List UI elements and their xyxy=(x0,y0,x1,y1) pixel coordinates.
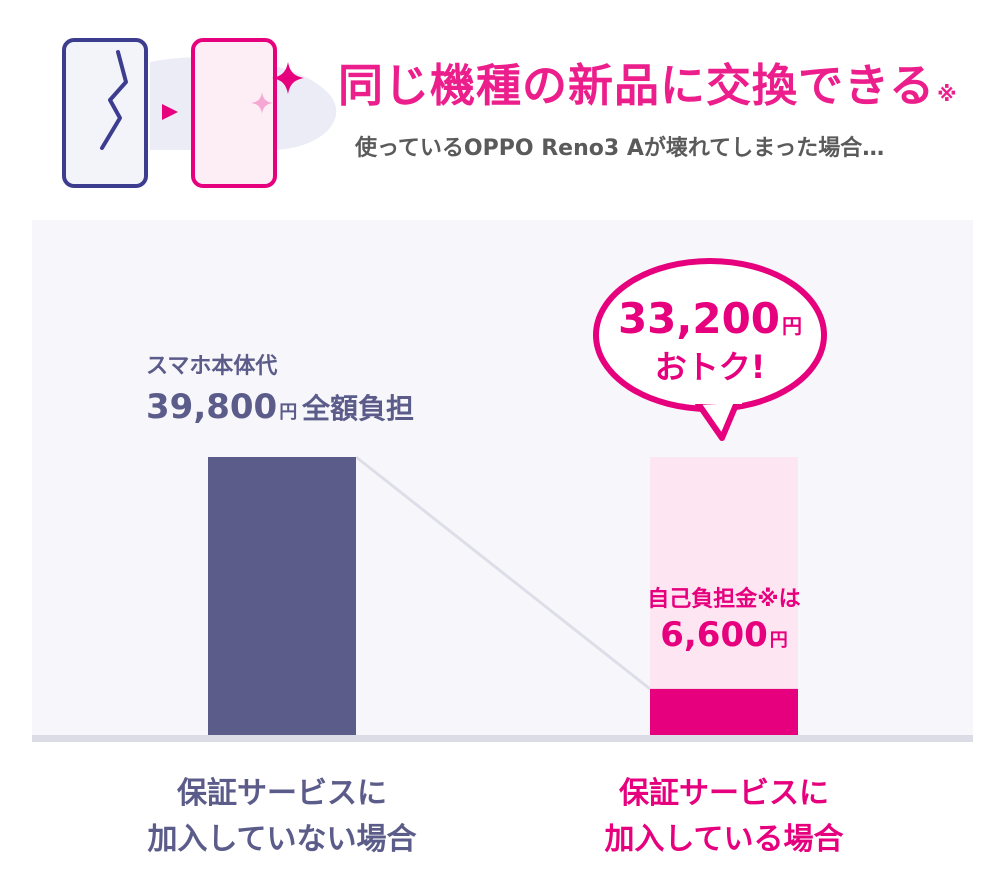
hero-section: 同じ機種の新品に交換できる ※ 使っているOPPO Reno3 Aが壊れてしまった… xyxy=(0,0,1008,210)
chart-background xyxy=(32,220,973,738)
right-value-label: 6,600 円 xyxy=(660,615,788,655)
sparkle-small-icon xyxy=(251,92,273,114)
broken-phone-icon xyxy=(62,38,148,188)
bubble-tail-mask xyxy=(694,392,742,404)
savings-text-label: おトク! xyxy=(655,348,766,386)
bar-reference-ghost xyxy=(650,457,798,735)
savings-value-label: 33,200 円 xyxy=(618,294,802,343)
category-label-2-line-2: 加入している場合 xyxy=(604,822,843,857)
page-subtitle: 使っているOPPO Reno3 Aが壊れてしまった場合… xyxy=(355,136,885,161)
page-title: 同じ機種の新品に交換できる ※ xyxy=(338,56,988,124)
headline-text: 同じ機種の新品に交換できる xyxy=(338,59,936,112)
left-value-label: 39,800 円 xyxy=(146,387,297,427)
category-label-2-line-1: 保証サービスに xyxy=(619,776,829,811)
hero-illustration xyxy=(62,38,337,188)
category-label-1-line-2: 加入していない場合 xyxy=(147,822,416,857)
sparkle-icon xyxy=(272,62,304,94)
bar-without-warranty xyxy=(208,457,356,735)
bar-with-warranty xyxy=(650,688,798,735)
category-label-1-line-1: 保証サービスに xyxy=(177,776,387,811)
headline-note-mark: ※ xyxy=(937,82,958,106)
new-phone-icon xyxy=(191,38,277,188)
left-caption-label: スマホ本体代 xyxy=(146,354,277,379)
chart-baseline xyxy=(32,735,973,742)
play-arrow-icon xyxy=(162,104,178,120)
connector-line xyxy=(355,455,651,691)
right-caption-label: 自己負担金※は xyxy=(647,586,800,612)
left-suffix-label: 全額負担 xyxy=(301,392,414,425)
